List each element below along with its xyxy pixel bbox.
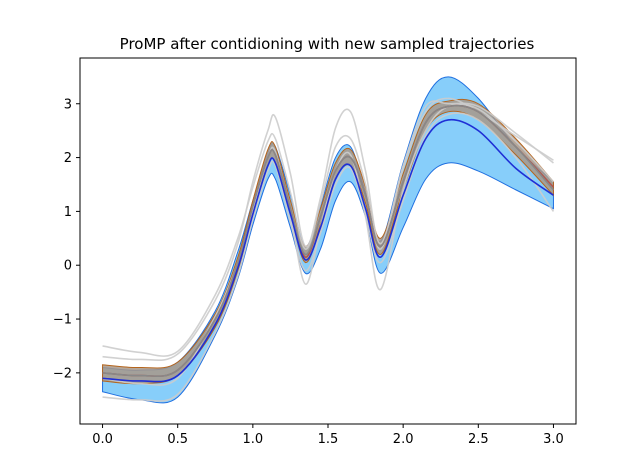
x-tick-label: 1.0 [243,432,264,447]
y-tick-label: 3 [64,97,72,112]
chart-title: ProMP after contidioning with new sample… [120,35,535,53]
y-tick-label: −2 [53,366,72,381]
series-line-7 [102,118,554,383]
series-line-1 [102,97,554,357]
x-tick-label: 2.0 [393,432,414,447]
y-tick-label: 2 [64,151,72,166]
axes: 0.0 0.5 1.0 1.5 2.0 2.5 3.0 −2 −1 0 1 2 3 [53,57,577,447]
y-tick-label: 0 [64,259,72,274]
series-line-2 [102,100,554,362]
x-tick-label: 0.0 [92,432,113,447]
series-line-6 [102,104,555,378]
series-line-4 [102,112,555,402]
y-tick-label: 1 [64,205,72,220]
x-tick-label: 2.5 [468,432,489,447]
plot-area [102,76,555,404]
x-tick-label: 3.0 [543,432,564,447]
x-tick-label: 0.5 [167,432,188,447]
x-tick-label: 1.5 [318,432,339,447]
y-tick-label: −1 [53,313,72,328]
